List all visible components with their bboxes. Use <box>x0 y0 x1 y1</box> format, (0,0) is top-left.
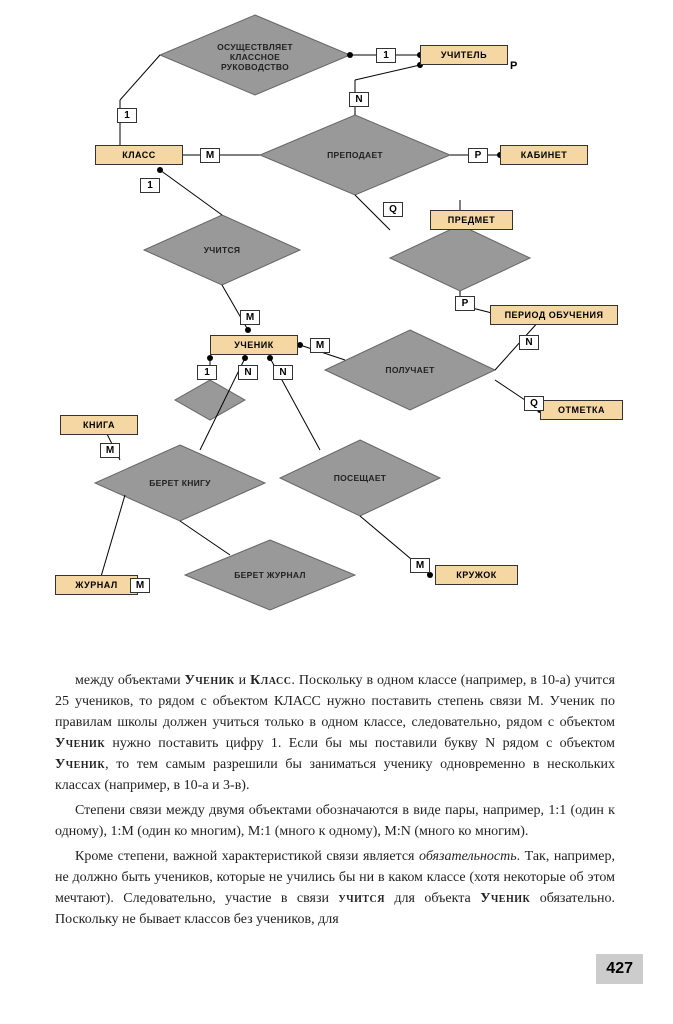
entity-class: КЛАСС <box>95 145 183 165</box>
card-m: M <box>240 310 260 325</box>
card-n: N <box>238 365 258 380</box>
text-sc: учится <box>338 891 385 906</box>
entity-cabinet: КАБИНЕТ <box>500 145 588 165</box>
card-n: N <box>519 335 539 350</box>
entity-cabinet-label: КАБИНЕТ <box>521 150 567 160</box>
entity-subject: ПРЕДМЕТ <box>430 210 513 230</box>
page-number: 427 <box>596 954 643 984</box>
extra-p-label: P <box>510 60 517 72</box>
entity-club-label: КРУЖОК <box>456 570 497 580</box>
text-italic: обяза­тельность <box>419 849 517 864</box>
body-text: между объектами Ученик и Класс. Поскольк… <box>55 670 615 934</box>
relation-diamond <box>390 225 530 291</box>
entity-book: КНИГА <box>60 415 138 435</box>
card-1: 1 <box>376 48 396 63</box>
card-q: Q <box>524 396 544 411</box>
relation-diamond <box>175 380 245 420</box>
card-1: 1 <box>117 108 137 123</box>
text-sc: Ученик <box>55 736 105 751</box>
text-sc: Ученик <box>480 891 530 906</box>
text-span: между объектами <box>75 673 185 688</box>
card-1: 1 <box>197 365 217 380</box>
card-m: M <box>130 578 150 593</box>
entity-student: УЧЕНИК <box>210 335 298 355</box>
paragraph-3: Кроме степени, важной характеристикой св… <box>55 846 615 930</box>
text-span: для объекта <box>385 891 480 906</box>
card-m: M <box>410 558 430 573</box>
card-n: N <box>273 365 293 380</box>
er-diagram: ОСУЩЕСТВЛЯЕТ КЛАССНОЕ РУКОВОДСТВО ПРЕПОД… <box>0 0 673 640</box>
relation-studies-label: УЧИТСЯ <box>172 245 272 255</box>
entity-student-label: УЧЕНИК <box>234 340 273 350</box>
card-1: 1 <box>140 178 160 193</box>
paragraph-2: Степени связи между двумя объектами обоз… <box>55 800 615 842</box>
text-span: нужно поставить цифру 1. Если бы мы пост… <box>105 736 615 751</box>
entity-teacher: УЧИТЕЛЬ <box>420 45 508 65</box>
relation-receives-label: ПОЛУЧАЕТ <box>360 365 460 375</box>
card-m: M <box>310 338 330 353</box>
entity-journal: ЖУРНАЛ <box>55 575 138 595</box>
entity-class-label: КЛАСС <box>122 150 156 160</box>
entity-mark: ОТМЕТКА <box>540 400 623 420</box>
relation-takesbook-label: БЕРЕТ КНИГУ <box>130 478 230 488</box>
text-sc: Ученик <box>55 757 105 772</box>
entity-mark-label: ОТМЕТКА <box>558 405 605 415</box>
text-sc: Ученик <box>185 673 235 688</box>
text-sc: Класс <box>250 673 291 688</box>
text-span: , то тем самым разреши­ли бы заниматься … <box>55 757 615 793</box>
relation-teaches-label: ПРЕПОДАЕТ <box>305 150 405 160</box>
text-span: и <box>235 673 250 688</box>
entity-teacher-label: УЧИТЕЛЬ <box>441 50 487 60</box>
entity-club: КРУЖОК <box>435 565 518 585</box>
text-span: Кроме степени, важной характеристикой св… <box>75 849 419 864</box>
card-p: P <box>468 148 488 163</box>
relation-attends-label: ПОСЕЩАЕТ <box>310 473 410 483</box>
card-q: Q <box>383 202 403 217</box>
card-m: M <box>100 443 120 458</box>
relation-classlead-label: ОСУЩЕСТВЛЯЕТ КЛАССНОЕ РУКОВОДСТВО <box>205 42 305 72</box>
card-m: M <box>200 148 220 163</box>
entity-journal-label: ЖУРНАЛ <box>75 580 117 590</box>
entity-book-label: КНИГА <box>83 420 115 430</box>
card-p: P <box>455 296 475 311</box>
relation-takesjournal-label: БЕРЕТ ЖУРНАЛ <box>220 570 320 580</box>
page: ОСУЩЕСТВЛЯЕТ КЛАССНОЕ РУКОВОДСТВО ПРЕПОД… <box>0 0 673 1024</box>
entity-period-label: ПЕРИОД ОБУЧЕНИЯ <box>505 310 604 320</box>
text-span: Степени связи между двумя объектами обоз… <box>55 803 615 839</box>
card-n: N <box>349 92 369 107</box>
paragraph-1: между объектами Ученик и Класс. Поскольк… <box>55 670 615 796</box>
entity-subject-label: ПРЕДМЕТ <box>448 215 495 225</box>
entity-period: ПЕРИОД ОБУЧЕНИЯ <box>490 305 618 325</box>
